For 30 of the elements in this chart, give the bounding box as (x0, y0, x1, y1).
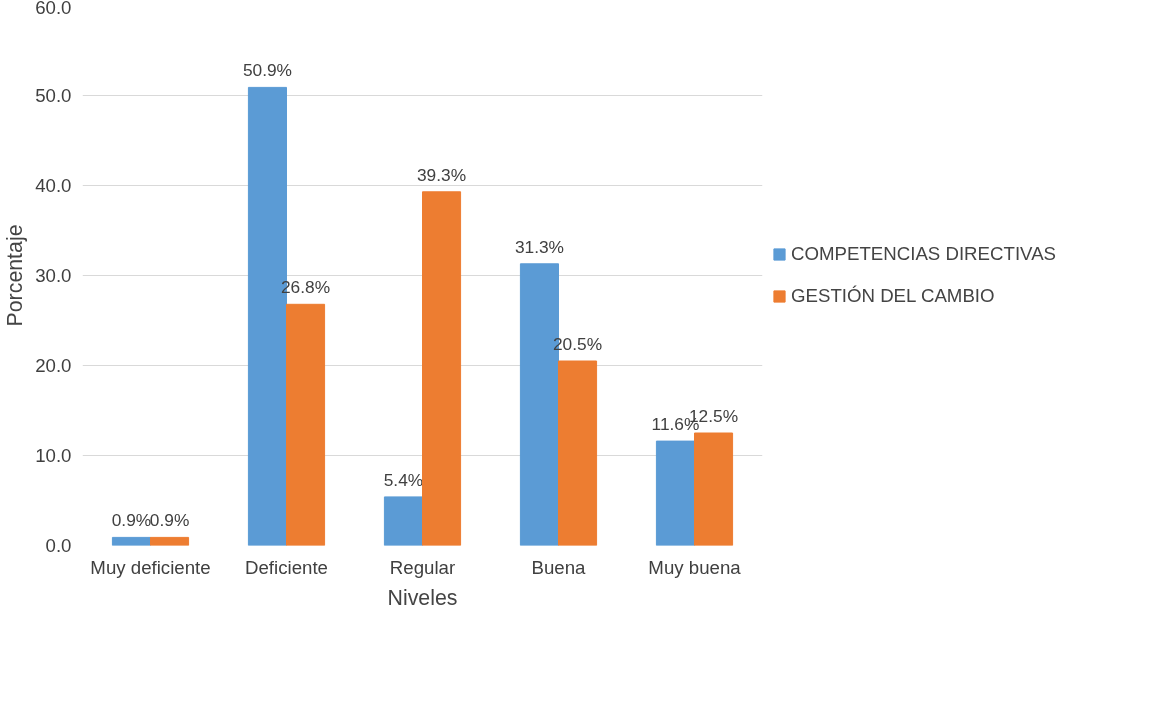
data-label: 31.3% (514, 236, 565, 257)
y-tick-label: 20.0 (35, 355, 72, 376)
y-tick-label: 40.0 (35, 175, 72, 196)
x-tick-label: Muy buena (648, 556, 742, 578)
x-tick-label: Regular (389, 556, 456, 578)
bar (111, 536, 151, 546)
data-label: 0.9% (149, 510, 190, 531)
bar (286, 303, 326, 546)
bar (150, 536, 190, 546)
data-label: 50.9% (242, 60, 293, 81)
bar (383, 496, 423, 546)
x-tick-label: Muy deficiente (90, 556, 211, 578)
x-tick-label: Deficiente (245, 556, 328, 578)
data-label: 0.9% (111, 510, 152, 531)
bar (558, 360, 598, 546)
x-axis-title: Niveles (387, 585, 458, 610)
legend-label: COMPETENCIAS DIRECTIVAS (791, 243, 1057, 265)
bar (694, 432, 734, 546)
y-tick-label: 30.0 (35, 265, 72, 286)
y-tick-label: 10.0 (35, 445, 72, 466)
bar (655, 440, 695, 546)
y-tick-label: 0.0 (45, 535, 72, 556)
data-label: 5.4% (383, 469, 424, 490)
y-tick-label: 50.0 (35, 85, 72, 106)
legend-label: GESTIÓN DEL CAMBIO (791, 285, 995, 307)
y-tick-label: 60.0 (35, 0, 72, 18)
y-axis-title: Porcentaje (3, 224, 28, 327)
data-label: 39.3% (416, 164, 467, 185)
x-tick-label: Buena (531, 556, 587, 578)
bar (422, 191, 462, 546)
